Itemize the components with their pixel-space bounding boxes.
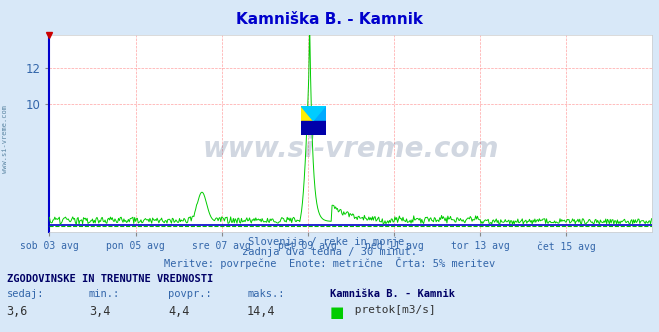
Text: min.:: min.: <box>89 289 120 299</box>
Text: Meritve: povrpečne  Enote: metrične  Črta: 5% meritev: Meritve: povrpečne Enote: metrične Črta:… <box>164 257 495 269</box>
Text: sedaj:: sedaj: <box>7 289 44 299</box>
Text: 3,6: 3,6 <box>7 305 28 318</box>
Bar <box>301 121 326 135</box>
Text: www.si-vreme.com: www.si-vreme.com <box>2 106 9 173</box>
Polygon shape <box>313 106 326 121</box>
Text: povpr.:: povpr.: <box>168 289 212 299</box>
Text: pretok[m3/s]: pretok[m3/s] <box>348 305 436 315</box>
Text: maks.:: maks.: <box>247 289 285 299</box>
Text: Slovenija / reke in morje.: Slovenija / reke in morje. <box>248 237 411 247</box>
Polygon shape <box>301 106 313 121</box>
Text: ZGODOVINSKE IN TRENUTNE VREDNOSTI: ZGODOVINSKE IN TRENUTNE VREDNOSTI <box>7 274 213 284</box>
Text: 3,4: 3,4 <box>89 305 110 318</box>
Text: 4,4: 4,4 <box>168 305 189 318</box>
Text: 14,4: 14,4 <box>247 305 275 318</box>
Polygon shape <box>301 106 326 121</box>
Text: zadnja dva tedna / 30 minut.: zadnja dva tedna / 30 minut. <box>242 247 417 257</box>
Text: ■: ■ <box>330 305 344 320</box>
Text: www.si-vreme.com: www.si-vreme.com <box>203 135 499 163</box>
Text: Kamniška B. - Kamnik: Kamniška B. - Kamnik <box>236 12 423 27</box>
Text: Kamniška B. - Kamnik: Kamniška B. - Kamnik <box>330 289 455 299</box>
